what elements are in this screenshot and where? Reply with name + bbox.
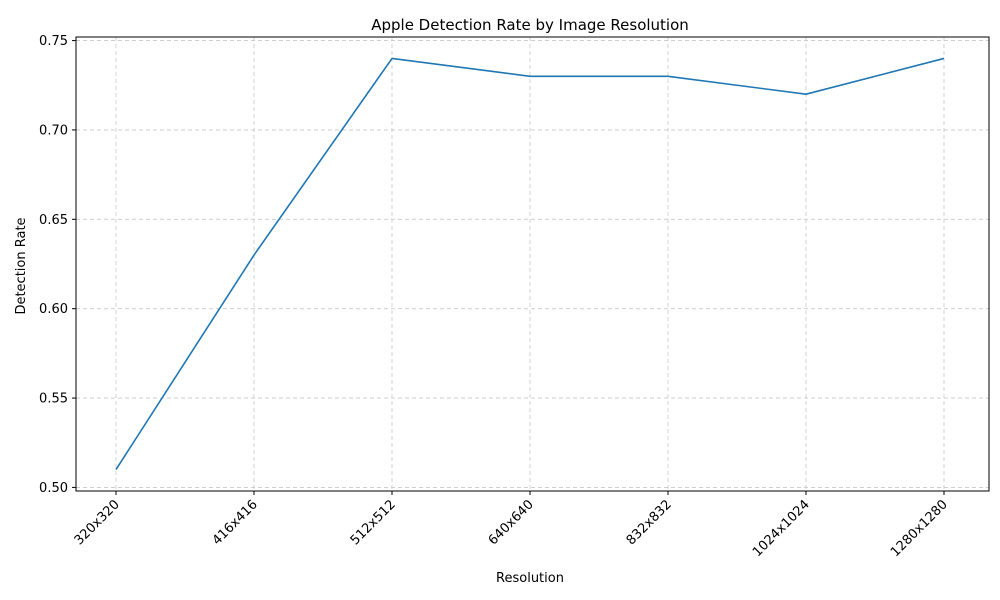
x-axis-label: Resolution <box>496 571 564 586</box>
x-tick-label: 1280x1280 <box>888 497 951 560</box>
x-tick-label: 512x512 <box>348 497 399 548</box>
plot-area <box>115 57 945 470</box>
y-tick-label: 0.75 <box>39 34 68 49</box>
y-tick-label: 0.70 <box>39 123 68 138</box>
x-tick-label: 320x320 <box>72 497 123 548</box>
axes-frame <box>75 36 990 492</box>
series-line <box>115 57 945 470</box>
chart-title: Apple Detection Rate by Image Resolution <box>371 16 689 34</box>
grid <box>76 37 989 491</box>
x-tick-label: 416x416 <box>210 497 261 548</box>
x-tick-label: 640x640 <box>486 497 537 548</box>
x-tick-label: 832x832 <box>624 497 675 548</box>
x-tick-label: 1024x1024 <box>750 497 813 560</box>
y-tick-label: 0.55 <box>39 392 68 407</box>
y-tick-label: 0.50 <box>39 481 68 496</box>
y-tick-label: 0.60 <box>39 302 68 317</box>
y-axis-label: Detection Rate <box>14 217 29 314</box>
axes: 320x320 416x416 512x512 640x640 832x832 1024x… <box>39 34 990 560</box>
y-tick-label: 0.65 <box>39 213 68 228</box>
